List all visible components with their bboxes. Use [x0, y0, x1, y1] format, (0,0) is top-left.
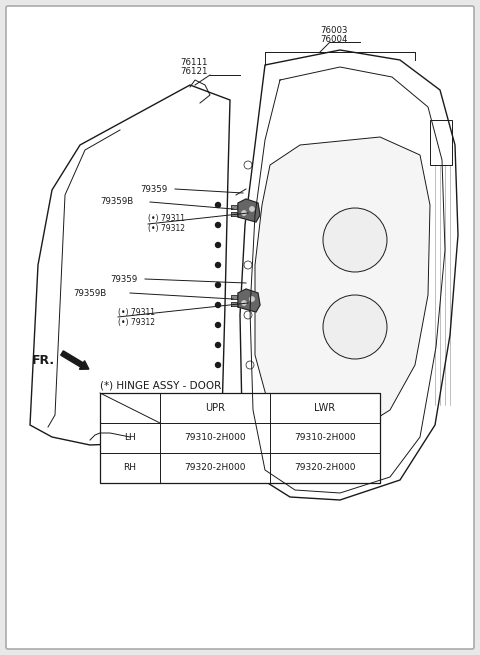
Bar [231, 295, 237, 299]
Text: 79359: 79359 [140, 185, 167, 193]
Text: 79359: 79359 [110, 274, 137, 284]
Text: LWR: LWR [314, 403, 336, 413]
Text: FR.: FR. [32, 354, 55, 367]
Circle shape [216, 223, 220, 227]
Text: 76111: 76111 [180, 58, 207, 67]
Text: 76004: 76004 [320, 35, 348, 44]
Text: 79359B: 79359B [73, 288, 106, 297]
Circle shape [241, 301, 247, 305]
Circle shape [216, 343, 220, 348]
Polygon shape [255, 137, 430, 435]
Circle shape [250, 297, 254, 301]
Text: LH: LH [124, 434, 136, 443]
Text: (*) HINGE ASSY - DOOR: (*) HINGE ASSY - DOOR [100, 380, 221, 390]
Text: 79320-2H000: 79320-2H000 [184, 464, 246, 472]
Circle shape [241, 210, 247, 215]
Circle shape [216, 242, 220, 248]
Text: RH: RH [123, 464, 136, 472]
Circle shape [216, 322, 220, 328]
Polygon shape [238, 289, 260, 312]
Bar [430, 120, 452, 165]
Bar [231, 302, 237, 306]
Text: 79320-2H000: 79320-2H000 [294, 464, 356, 472]
Circle shape [216, 202, 220, 208]
FancyBboxPatch shape [6, 6, 474, 649]
Circle shape [323, 208, 387, 272]
Text: (•) 79312: (•) 79312 [148, 225, 185, 233]
Text: 76121: 76121 [180, 67, 207, 76]
Polygon shape [240, 50, 458, 500]
Circle shape [216, 303, 220, 307]
Text: (•) 79312: (•) 79312 [118, 318, 155, 326]
Text: 79310-2H000: 79310-2H000 [184, 434, 246, 443]
Text: (•) 79311: (•) 79311 [118, 307, 155, 316]
Text: (•) 79311: (•) 79311 [148, 214, 185, 223]
Text: 76003: 76003 [320, 26, 348, 35]
Text: 79359B: 79359B [100, 198, 133, 206]
Circle shape [250, 206, 254, 212]
Text: 79310-2H000: 79310-2H000 [294, 434, 356, 443]
Circle shape [216, 282, 220, 288]
FancyArrow shape [60, 351, 89, 369]
Circle shape [323, 295, 387, 359]
Bar [231, 212, 237, 216]
Bar [100, 393, 380, 483]
Polygon shape [238, 199, 260, 222]
Text: UPR: UPR [205, 403, 225, 413]
Circle shape [216, 263, 220, 267]
Polygon shape [30, 85, 230, 445]
Bar [231, 205, 237, 209]
Circle shape [216, 362, 220, 367]
